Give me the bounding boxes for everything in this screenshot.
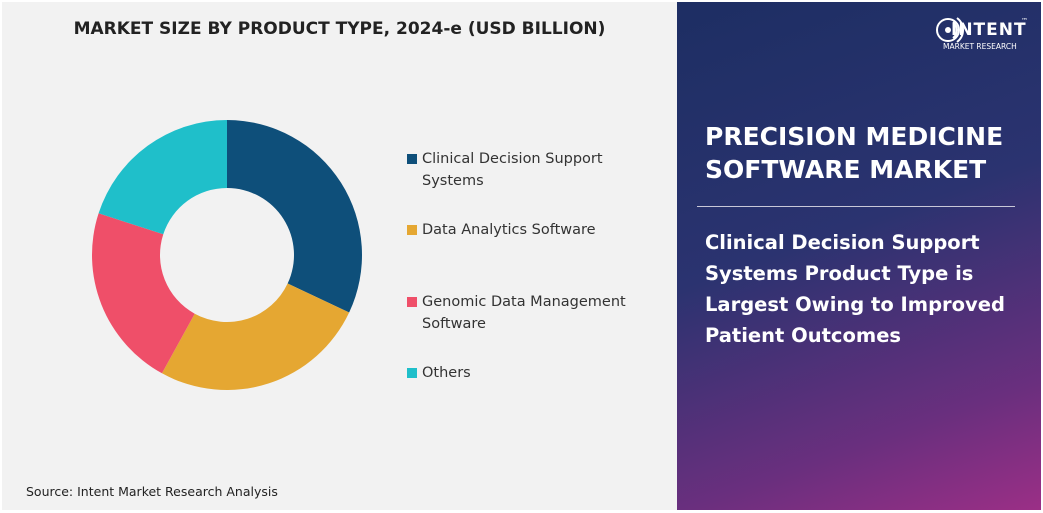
legend-swatch: [407, 368, 417, 378]
donut-slice: [98, 120, 228, 235]
legend-label: Clinical Decision Support Systems: [422, 151, 603, 189]
logo-subtitle: MARKET RESEARCH: [943, 42, 1017, 51]
source: Source: Intent Market Research Analysis: [26, 484, 278, 499]
donut-slice: [161, 283, 350, 390]
donut-slice: [91, 213, 195, 374]
donut-slice: [227, 120, 362, 313]
chart-panel: MARKET SIZE BY PRODUCT TYPE, 2024-e (USD…: [2, 2, 677, 510]
logo-icon: [936, 17, 964, 43]
panel-heading: PRECISION MEDICINE SOFTWARE MARKET: [705, 122, 1004, 184]
legend-label: Others: [422, 365, 471, 381]
legend-swatch: [407, 154, 417, 164]
logo-mark: ™: [1021, 17, 1028, 25]
logo-name: INTENT: [951, 20, 1027, 40]
chart-title: MARKET SIZE BY PRODUCT TYPE, 2024-e (USD…: [73, 19, 606, 39]
legend-swatch: [407, 297, 417, 307]
divider: [697, 206, 1015, 207]
legend-label: Data Analytics Software: [422, 222, 596, 238]
panel-text: Clinical Decision Support Systems Produc…: [705, 231, 1005, 347]
donut-chart: [91, 120, 362, 390]
legend-item: Clinical Decision Support Systems: [407, 148, 652, 192]
legend-item: Data Analytics Software: [407, 219, 652, 241]
legend-swatch: [407, 225, 417, 235]
legend-item: Genomic Data Management Software: [407, 291, 652, 335]
legend-item: Others: [407, 362, 652, 384]
info-panel: INTENT ™ MARKET RESEARCH PRECISION MEDIC…: [677, 2, 1041, 510]
legend-label: Genomic Data Management Software: [422, 294, 626, 332]
